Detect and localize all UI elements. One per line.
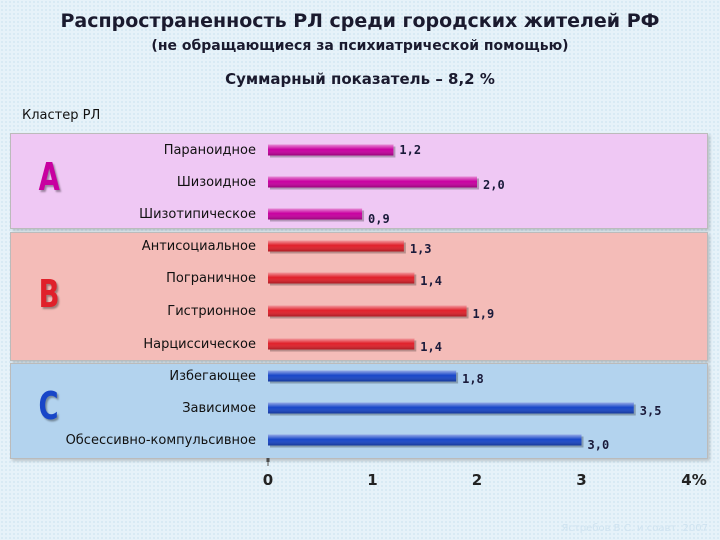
category-label: Пограничное bbox=[166, 271, 256, 286]
summary-text: Суммарный показатель – 8,2 % bbox=[225, 70, 495, 88]
category-label: Гистрионное bbox=[167, 304, 256, 319]
source-footnote: Ястребов В.С. и соавт. 2007 bbox=[561, 523, 708, 534]
x-tick-label: 1 bbox=[367, 471, 377, 489]
bar-highlight bbox=[268, 144, 394, 156]
category-label: Зависимое bbox=[182, 401, 256, 416]
bar-highlight bbox=[268, 338, 415, 350]
category-label: Антисоциальное bbox=[142, 239, 256, 254]
category-label: Шизотипическое bbox=[139, 207, 256, 222]
x-tick-label: 3 bbox=[576, 471, 586, 489]
data-label: 2,0 bbox=[483, 178, 505, 192]
chart-subtitle: (не обращающиеся за психиатрической помо… bbox=[151, 38, 569, 54]
bar-highlight bbox=[268, 402, 634, 414]
bar-highlight bbox=[268, 434, 582, 446]
data-label: 1,4 bbox=[420, 274, 442, 288]
data-label: 1,2 bbox=[399, 143, 421, 157]
data-label: 3,5 bbox=[640, 404, 662, 418]
data-label: 1,8 bbox=[462, 372, 484, 386]
bar-highlight bbox=[268, 176, 477, 188]
bar-highlight bbox=[268, 305, 467, 317]
data-label: 3,0 bbox=[588, 438, 610, 452]
cluster-b-letter: B bbox=[38, 272, 60, 316]
data-label: 0,9 bbox=[368, 212, 390, 226]
x-tick-label: 0 bbox=[263, 471, 273, 489]
bar-highlight bbox=[268, 208, 363, 220]
category-label: Шизоидное bbox=[177, 175, 256, 190]
y-axis-caption: Кластер РЛ bbox=[22, 108, 101, 123]
data-label: 1,9 bbox=[473, 307, 495, 321]
x-tick-label: 4% bbox=[681, 471, 706, 489]
category-label: Нарциссическое bbox=[143, 337, 256, 352]
bar-highlight bbox=[268, 240, 404, 252]
category-label: Избегающее bbox=[169, 369, 256, 384]
category-label: Параноидное bbox=[164, 143, 256, 158]
x-tick-label: 2 bbox=[472, 471, 482, 489]
data-label: 1,4 bbox=[420, 340, 442, 354]
data-label: 1,3 bbox=[410, 242, 432, 256]
bar-highlight bbox=[268, 272, 415, 284]
bar-highlight bbox=[268, 370, 457, 382]
category-label: Обсессивно-компульсивное bbox=[66, 433, 256, 448]
cluster-a-letter: A bbox=[38, 155, 60, 199]
chart-title: Распространенность РЛ среди городских жи… bbox=[60, 10, 660, 32]
cluster-c-letter: C bbox=[38, 384, 59, 428]
